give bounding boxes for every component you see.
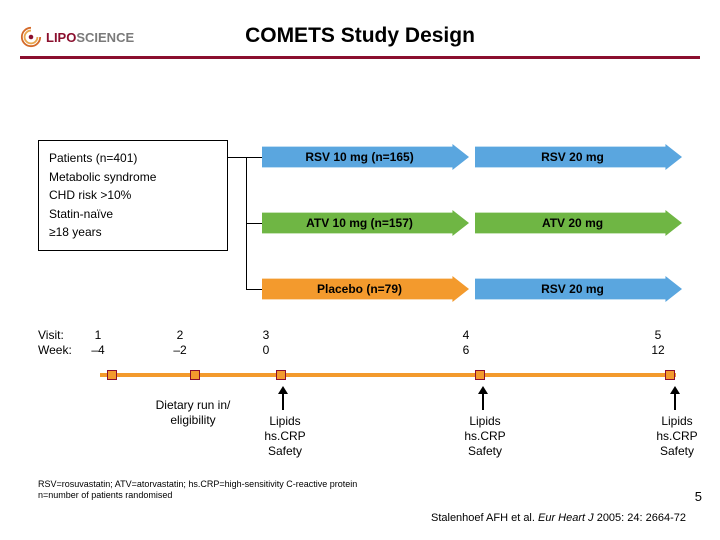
arm-arrow: ATV 10 mg (n=157) — [262, 210, 469, 236]
arm-label: RSV 10 mg (n=165) — [305, 150, 413, 164]
arm-label: ATV 10 mg (n=157) — [306, 216, 413, 230]
arm-arrow: RSV 20 mg — [475, 276, 682, 302]
arm-arrow: RSV 20 mg — [475, 144, 682, 170]
measure-line: Lipids — [250, 414, 320, 429]
visit-col: 512 — [638, 328, 678, 358]
measure-line: hs.CRP — [450, 429, 520, 444]
week-label: Week: — [38, 343, 72, 358]
visit-col: 2–2 — [160, 328, 200, 358]
phase-line: Dietary run in/ — [118, 398, 268, 413]
visit-num: 1 — [78, 328, 118, 343]
visit-num: 2 — [160, 328, 200, 343]
phase-dietary: Dietary run in/ eligibility — [118, 398, 268, 428]
measure-line: hs.CRP — [250, 429, 320, 444]
title-rule — [20, 56, 700, 59]
patients-line: Metabolic syndrome — [49, 168, 217, 187]
measure-label: Lipidshs.CRPSafety — [250, 414, 320, 459]
citation-ital: Eur Heart J — [538, 512, 594, 524]
patients-line: CHD risk >10% — [49, 186, 217, 205]
measure-line: Safety — [450, 444, 520, 459]
week-num: 12 — [638, 343, 678, 358]
measure-label: Lipidshs.CRPSafety — [450, 414, 520, 459]
timeline-tick — [190, 370, 200, 380]
timeline — [100, 370, 676, 380]
measure-label: Lipidshs.CRPSafety — [642, 414, 712, 459]
visit-labels: Visit: Week: — [38, 328, 72, 358]
week-num: 6 — [446, 343, 486, 358]
up-arrow-icon — [278, 386, 288, 410]
footnote: RSV=rosuvastatin; ATV=atorvastatin; hs.C… — [38, 479, 357, 502]
timeline-tick — [276, 370, 286, 380]
phase-line: eligibility — [118, 413, 268, 428]
arm-row-atv: ATV 10 mg (n=157) ATV 20 mg — [262, 210, 682, 236]
arm-label: RSV 20 mg — [541, 282, 604, 296]
measure-line: Lipids — [642, 414, 712, 429]
patients-line: Patients (n=401) — [49, 149, 217, 168]
visit-label: Visit: — [38, 328, 72, 343]
visit-col: 1–4 — [78, 328, 118, 358]
up-arrow-icon — [670, 386, 680, 410]
visit-num: 3 — [246, 328, 286, 343]
arm-row-placebo: Placebo (n=79) RSV 20 mg — [262, 276, 682, 302]
arm-label: RSV 20 mg — [541, 150, 604, 164]
measure-line: Safety — [642, 444, 712, 459]
up-arrow-icon — [478, 386, 488, 410]
connector — [228, 157, 262, 158]
week-num: 0 — [246, 343, 286, 358]
arm-label: ATV 20 mg — [542, 216, 603, 230]
citation: Stalenhoef AFH et al. Eur Heart J 2005: … — [431, 512, 686, 524]
arm-arrow: RSV 10 mg (n=165) — [262, 144, 469, 170]
measure-line: Safety — [250, 444, 320, 459]
week-num: –2 — [160, 343, 200, 358]
arm-arrow: Placebo (n=79) — [262, 276, 469, 302]
citation-pre: Stalenhoef AFH et al. — [431, 512, 538, 524]
timeline-tick — [665, 370, 675, 380]
footnote-line: RSV=rosuvastatin; ATV=atorvastatin; hs.C… — [38, 479, 357, 491]
week-num: –4 — [78, 343, 118, 358]
timeline-bar — [100, 373, 676, 377]
slide-number: 5 — [695, 489, 702, 504]
visit-num: 4 — [446, 328, 486, 343]
arm-label: Placebo (n=79) — [317, 282, 402, 296]
measure-line: Lipids — [450, 414, 520, 429]
patients-box: Patients (n=401) Metabolic syndrome CHD … — [38, 140, 228, 251]
visit-col: 30 — [246, 328, 286, 358]
citation-post: 2005: 24: 2664-72 — [594, 512, 686, 524]
arm-arrow: ATV 20 mg — [475, 210, 682, 236]
connector — [246, 289, 262, 290]
timeline-tick — [475, 370, 485, 380]
timeline-tick — [107, 370, 117, 380]
measure-line: hs.CRP — [642, 429, 712, 444]
arm-row-rsv: RSV 10 mg (n=165) RSV 20 mg — [262, 144, 682, 170]
visit-col: 46 — [446, 328, 486, 358]
visit-num: 5 — [638, 328, 678, 343]
connector — [246, 223, 262, 224]
patients-line: ≥18 years — [49, 223, 217, 242]
patients-line: Statin-naïve — [49, 205, 217, 224]
page-title: COMETS Study Design — [0, 24, 720, 48]
footnote-line: n=number of patients randomised — [38, 490, 357, 502]
